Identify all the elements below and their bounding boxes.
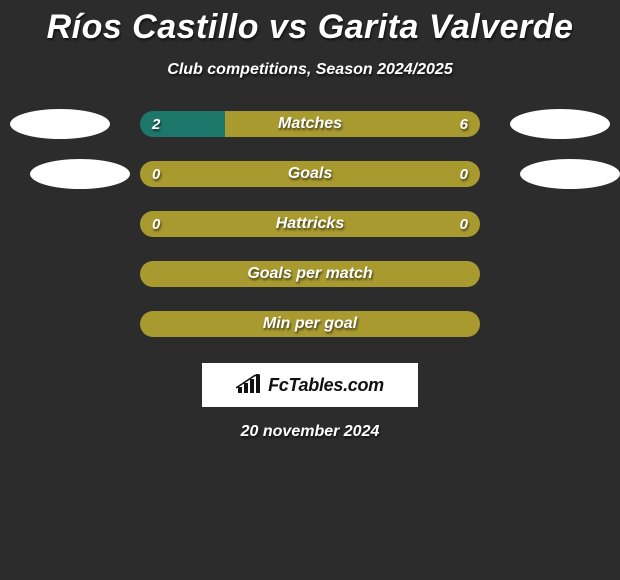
subtitle: Club competitions, Season 2024/2025 [0,61,620,79]
stat-bar: Matches2 6 [140,111,480,137]
left-oval [20,209,120,239]
stat-value-left: 0 [152,161,160,187]
date-text: 20 november 2024 [0,423,620,441]
left-oval [10,109,110,139]
stat-value-left: 0 [152,211,160,237]
comparison-infographic: Ríos Castillo vs Garita Valverde Club co… [0,0,620,580]
stat-value-right: 0 [460,161,468,187]
stat-row: Goals per match [0,259,620,289]
stat-row: Matches2 6 [0,109,620,139]
stat-value-right: 0 [460,211,468,237]
left-oval [30,159,130,189]
stat-label: Goals [140,161,480,187]
right-oval [500,309,600,339]
bar-chart-icon [236,374,262,396]
stat-bar: Min per goal [140,311,480,337]
right-oval [510,109,610,139]
stat-rows: Matches26Goals00Hattricks00Goals per mat… [0,109,620,339]
stat-value-left: 2 [152,111,160,137]
stat-label: Goals per match [140,261,480,287]
right-oval [520,159,620,189]
stat-bar: Goals0 0 [140,161,480,187]
stat-label: Matches [140,111,480,137]
logo-text: FcTables.com [268,375,384,396]
stat-value-right: 6 [460,111,468,137]
stat-bar: Goals per match [140,261,480,287]
left-oval [20,259,120,289]
page-title: Ríos Castillo vs Garita Valverde [0,0,620,47]
source-logo: FcTables.com [202,363,418,407]
stat-bar: Hattricks0 0 [140,211,480,237]
stat-label: Min per goal [140,311,480,337]
right-oval [500,259,600,289]
stat-row: Min per goal [0,309,620,339]
stat-row: Hattricks0 0 [0,209,620,239]
left-oval [20,309,120,339]
stat-row: Goals0 0 [0,159,620,189]
stat-label: Hattricks [140,211,480,237]
right-oval [500,209,600,239]
